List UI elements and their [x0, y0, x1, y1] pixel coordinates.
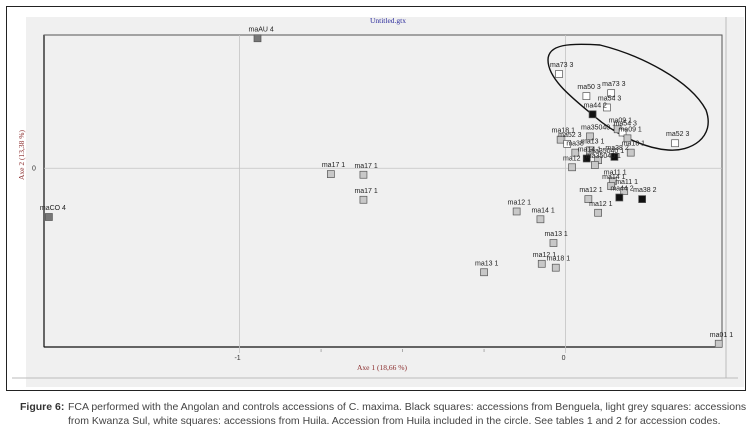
point-marker [359, 170, 368, 179]
point-marker [610, 153, 619, 161]
point-marker [549, 239, 558, 247]
point-marker [568, 163, 576, 172]
point-marker [620, 187, 629, 195]
point-label: ma13 1 [475, 260, 498, 267]
y-axis-label: Axe 2 (13,38 %) [17, 130, 26, 180]
point-label: ma17 1 [354, 188, 377, 195]
point-label: ma09 1 [609, 117, 632, 124]
point-marker [591, 161, 599, 169]
point-label: ma13 1 [544, 231, 567, 238]
figure-caption-text: FCA performed with the Angolan and contr… [68, 401, 747, 427]
point-label: maAU 4 [249, 26, 274, 33]
point-label: ma18 1 [622, 141, 645, 148]
point-label: ma52 3 [666, 131, 689, 138]
point-label: ma52 3 [558, 132, 581, 139]
x-axis-label: Axe 1 (18,66 %) [357, 363, 407, 372]
point-label: ma73 3 [550, 62, 573, 69]
figure-label: Figure 6: [20, 401, 65, 413]
point-label: ma13 1 [581, 138, 604, 145]
point-marker [326, 170, 335, 178]
point-marker [556, 135, 565, 144]
point-marker [588, 110, 597, 119]
point-label: ma38 2 [633, 187, 656, 194]
point-marker [359, 195, 368, 204]
point-label: ma73 3 [602, 81, 625, 88]
point-marker [594, 208, 602, 217]
point-marker [626, 148, 635, 157]
point-label: ma14 1 [531, 207, 554, 214]
point-marker [638, 195, 646, 203]
point-label: maCO 4 [40, 205, 66, 212]
point-label: ma35040 1 [589, 148, 624, 155]
point-marker [586, 146, 594, 155]
point-marker [582, 154, 591, 163]
point-label: ma38 [566, 141, 584, 148]
point-label: ma12 1 [589, 201, 612, 208]
fca-scatter-chart: Untitled.gtx -1 0 0 maAU 4 maCO 4 ma17 1 ma17 … [12, 16, 744, 387]
point-marker [671, 139, 679, 148]
point-label: ma12 1 [533, 252, 556, 259]
point-marker [584, 195, 593, 203]
point-marker [536, 215, 545, 224]
point-marker [607, 89, 616, 98]
point-label: ma09 1 [618, 126, 641, 133]
point-marker [253, 34, 262, 43]
point-marker [512, 207, 521, 216]
point-label: ma11 1 [615, 179, 638, 186]
point-marker [551, 263, 560, 272]
point-label: ma44 2 [584, 102, 607, 109]
point-marker [45, 213, 53, 221]
point-marker [615, 193, 624, 202]
point-marker [618, 128, 627, 137]
point-label: ma38 2 [605, 145, 628, 152]
point-marker [603, 103, 611, 112]
x-tick-label: -1 [234, 355, 240, 362]
point-label: ma35040 1 [581, 124, 616, 131]
point-label: ma12 1 [563, 155, 586, 162]
point-label: ma18 1 [547, 256, 570, 263]
point-label: ma17 1 [322, 162, 345, 169]
point-label: ma11 1 [604, 169, 627, 176]
point-label: ma44 2 [610, 186, 633, 193]
point-label: ma14 1 [602, 174, 625, 181]
chart-title: Untitled.gtx [370, 16, 406, 25]
point-marker [582, 92, 591, 100]
point-label: ma54 3 [614, 121, 637, 128]
point-label: ma54 3 [598, 95, 621, 102]
point-marker [555, 70, 563, 78]
point-label: ma35040 1 [586, 153, 621, 160]
x-tick-label: 0 [562, 355, 566, 362]
point-marker [480, 268, 488, 277]
point-label: ma18 1 [552, 128, 575, 135]
point-label: ma17 1 [354, 163, 377, 170]
panel-background [26, 17, 744, 387]
y-tick-label: 0 [32, 165, 36, 172]
point-marker [607, 182, 616, 190]
point-label: ma12 1 [579, 187, 602, 194]
point-label: ma14 1 [578, 147, 601, 154]
point-marker [714, 339, 723, 348]
point-label: ma12 1 [508, 199, 531, 206]
point-marker [537, 259, 546, 268]
point-label: ma01 1 [710, 332, 733, 339]
point-marker [586, 132, 594, 141]
point-marker [563, 140, 572, 148]
point-marker [623, 134, 632, 143]
point-label: ma50 3 [577, 84, 600, 91]
point-marker [571, 148, 580, 157]
